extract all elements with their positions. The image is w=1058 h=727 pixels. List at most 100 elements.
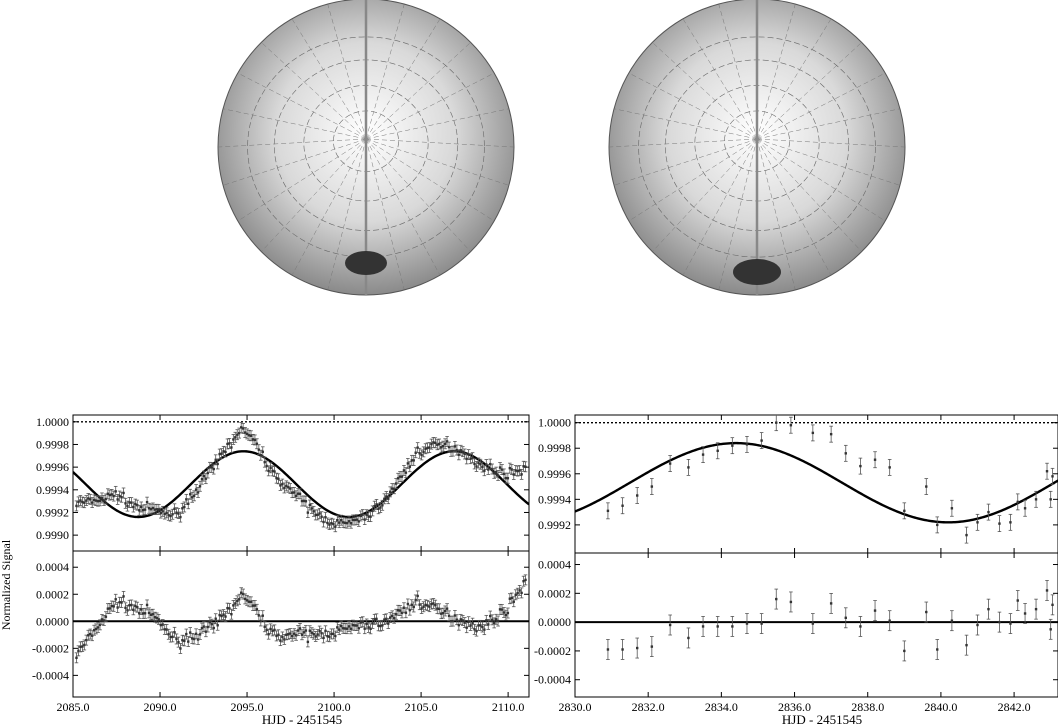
meridian-line	[223, 108, 367, 140]
data-point	[408, 608, 412, 612]
data-point	[198, 633, 202, 636]
data-point	[204, 630, 208, 633]
data-point	[510, 468, 513, 471]
data-point	[396, 609, 400, 612]
data-point	[998, 620, 1001, 624]
data-point	[494, 618, 498, 621]
data-point	[338, 521, 341, 524]
data-point	[483, 469, 486, 472]
data-point	[518, 469, 521, 472]
meridian-line	[614, 138, 758, 186]
data-point	[175, 511, 178, 514]
y-axis-label: Normalized Signal	[0, 539, 13, 630]
data-point	[128, 501, 131, 504]
data-point	[208, 620, 212, 624]
data-point	[418, 452, 421, 455]
data-point	[134, 502, 137, 506]
data-point	[1049, 628, 1052, 631]
data-point	[322, 636, 325, 640]
data-point	[449, 620, 453, 623]
data-point	[226, 606, 229, 610]
x-tick-label: 2090.0	[144, 700, 177, 714]
data-point	[247, 434, 251, 437]
data-point	[151, 506, 155, 510]
data-point	[257, 448, 261, 451]
data-point	[508, 597, 512, 600]
data-point	[306, 511, 310, 514]
data-point	[92, 498, 96, 502]
data-point	[312, 510, 315, 513]
data-point	[668, 462, 672, 465]
data-point	[357, 520, 361, 523]
data-point	[163, 628, 166, 631]
data-point	[745, 622, 749, 625]
meridian-line	[756, 138, 796, 290]
data-point	[518, 589, 521, 592]
x-tick-label: 2830.0	[559, 700, 592, 714]
data-point	[292, 632, 296, 635]
data-point	[936, 523, 939, 527]
data-point	[434, 441, 437, 445]
data-point	[265, 464, 268, 468]
data-point	[775, 421, 778, 424]
data-point	[1051, 603, 1054, 607]
data-point	[171, 635, 174, 639]
data-point	[285, 484, 288, 488]
data-point	[351, 623, 355, 627]
data-point	[465, 457, 468, 461]
data-point	[522, 580, 525, 583]
data-point	[194, 488, 198, 491]
data-point	[210, 623, 213, 626]
data-point	[189, 493, 192, 496]
data-point	[361, 513, 364, 516]
meridian-line	[756, 138, 900, 186]
data-point	[504, 476, 508, 480]
data-point	[422, 450, 425, 454]
data-point	[375, 617, 378, 621]
data-point	[410, 603, 413, 606]
data-point	[294, 494, 298, 497]
data-point	[367, 626, 370, 629]
data-point	[440, 446, 443, 449]
meridian-line	[365, 4, 405, 140]
data-point	[485, 463, 488, 466]
data-point	[177, 512, 180, 515]
data-point	[1023, 612, 1027, 615]
data-point	[402, 469, 406, 472]
data-point	[289, 632, 292, 635]
data-point	[426, 604, 429, 607]
data-point	[888, 466, 891, 469]
data-point	[701, 625, 705, 628]
data-point	[92, 629, 96, 632]
data-point	[345, 627, 349, 630]
data-point	[355, 518, 359, 521]
latitude-line	[638, 36, 876, 258]
data-point	[183, 505, 186, 509]
data-point	[114, 598, 117, 601]
data-point	[318, 629, 321, 633]
data-point	[136, 503, 139, 507]
data-point	[506, 477, 510, 480]
meridian-line	[683, 19, 758, 140]
data-point	[287, 633, 290, 636]
data-point	[314, 513, 317, 517]
data-point	[412, 459, 415, 462]
data-point	[310, 507, 313, 510]
data-point	[273, 470, 276, 473]
data-point	[173, 631, 176, 634]
data-point	[506, 611, 510, 615]
left-globe	[217, 0, 515, 296]
x-tick-label: 2842.0	[998, 700, 1031, 714]
data-point	[253, 604, 257, 607]
data-point	[132, 608, 135, 611]
data-point	[492, 621, 496, 625]
data-point	[122, 595, 125, 598]
data-point	[606, 648, 610, 651]
data-point	[363, 518, 366, 521]
data-point	[120, 496, 123, 499]
data-point	[371, 622, 374, 625]
data-point	[269, 466, 272, 469]
data-point	[306, 640, 310, 644]
data-point	[110, 493, 113, 496]
axes-frame	[574, 552, 1058, 698]
